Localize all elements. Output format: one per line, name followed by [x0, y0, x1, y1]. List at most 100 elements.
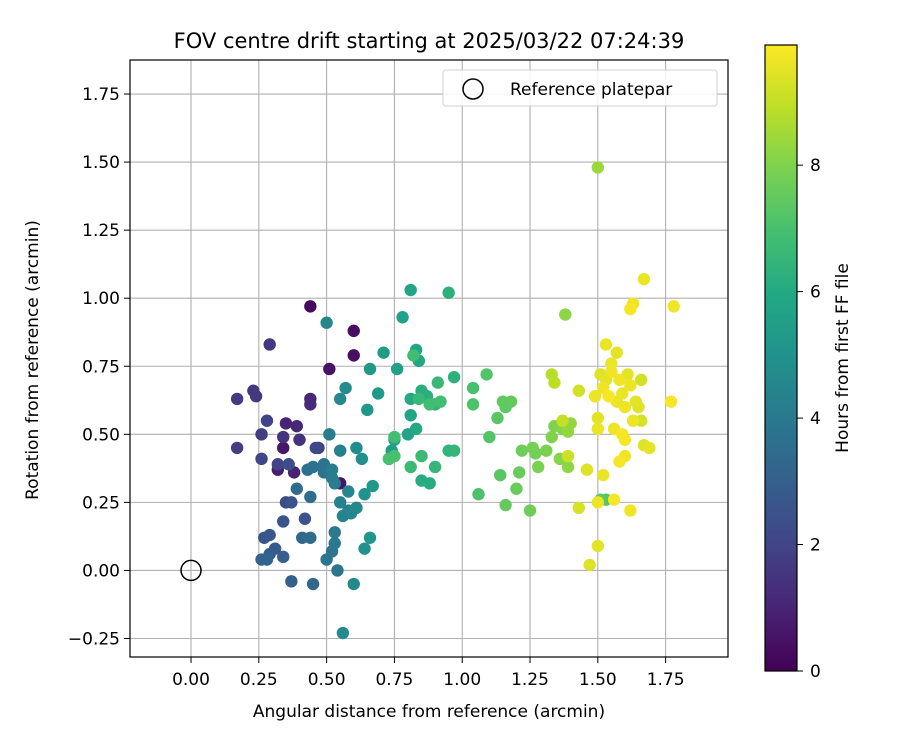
data-points — [230, 161, 680, 640]
data-point — [260, 553, 274, 566]
data-point — [529, 447, 542, 460]
data-point — [404, 460, 417, 474]
y-tick-label: 0.50 — [82, 425, 120, 445]
x-tick-label: 1.25 — [511, 670, 549, 690]
data-point — [423, 477, 436, 490]
data-point — [559, 308, 572, 321]
data-point — [323, 428, 336, 441]
data-point — [347, 577, 360, 591]
data-point — [333, 496, 347, 509]
x-tick-label: 1.75 — [647, 670, 685, 690]
data-point — [285, 496, 298, 509]
data-point — [556, 414, 569, 427]
data-point — [472, 488, 485, 501]
legend-box — [442, 69, 718, 107]
x-tick-label: 0.50 — [308, 670, 346, 690]
data-point — [363, 362, 377, 376]
data-point — [637, 272, 651, 286]
data-point — [618, 400, 632, 414]
x-tick-label: 1.00 — [443, 670, 481, 690]
data-point — [277, 550, 290, 564]
y-tick-label: 0.00 — [82, 561, 120, 581]
data-point — [355, 452, 369, 466]
data-point — [306, 460, 320, 474]
data-point — [447, 444, 461, 457]
colorbar-tick-label: 0 — [810, 662, 821, 682]
data-point — [447, 370, 461, 384]
data-point — [515, 444, 529, 457]
data-point — [304, 490, 317, 504]
data-point — [599, 338, 613, 351]
colorbar-ticks: 0 2 4 6 8 — [797, 156, 821, 682]
data-point — [290, 482, 303, 495]
colorbar-tick-label: 4 — [810, 409, 821, 429]
data-point — [548, 376, 561, 389]
data-point — [483, 430, 496, 444]
data-point — [323, 362, 336, 376]
data-point — [512, 466, 526, 479]
data-point — [263, 528, 276, 542]
data-point — [230, 441, 244, 455]
reference-platepar-marker — [180, 559, 202, 582]
data-point — [358, 488, 371, 501]
data-point — [624, 379, 637, 392]
data-point — [333, 392, 347, 406]
chart-title: FOV centre drift starting at 2025/03/22 … — [174, 29, 685, 53]
data-point — [580, 463, 594, 476]
data-point — [591, 496, 605, 509]
data-point — [591, 411, 605, 425]
data-point — [304, 531, 317, 544]
data-point — [331, 564, 344, 577]
plot-frame — [129, 59, 729, 658]
data-point — [510, 482, 523, 495]
data-point — [466, 398, 480, 411]
colorbar: 0 2 4 6 8 Hours from first FF file — [764, 44, 853, 682]
data-point — [366, 479, 379, 493]
data-point — [358, 542, 371, 555]
data-point — [271, 458, 285, 471]
data-point — [361, 403, 374, 417]
data-point — [545, 430, 558, 444]
data-point — [499, 498, 512, 512]
data-point — [363, 531, 377, 544]
x-axis-title: Angular distance from reference (arcmin) — [253, 702, 605, 722]
data-point — [583, 558, 596, 572]
data-point — [404, 409, 417, 422]
data-point — [667, 300, 680, 313]
data-point — [591, 161, 605, 174]
data-point — [306, 577, 320, 591]
data-point — [531, 460, 545, 474]
y-tick-label: 1.50 — [82, 153, 120, 173]
reference-marker-layer — [180, 559, 202, 582]
data-point — [249, 390, 263, 403]
y-axis-title: Rotation from reference (arcmin) — [23, 220, 43, 500]
legend-label: Reference platepar — [510, 80, 672, 100]
data-point — [561, 460, 575, 474]
data-point — [613, 373, 626, 387]
data-point — [613, 455, 626, 468]
x-tick-label: 1.50 — [579, 670, 617, 690]
data-point — [412, 392, 426, 406]
data-point — [255, 452, 268, 466]
data-point — [605, 365, 618, 378]
data-point — [304, 300, 317, 313]
data-point — [434, 395, 447, 408]
data-point — [597, 468, 610, 482]
legend: Reference platepar — [442, 69, 718, 107]
data-point — [282, 458, 295, 471]
colorbar-label: Hours from first FF file — [833, 263, 853, 453]
data-point — [347, 324, 360, 338]
data-point — [423, 398, 436, 411]
data-point — [618, 433, 632, 446]
data-point — [591, 539, 605, 553]
data-point — [591, 422, 605, 436]
data-point — [607, 493, 621, 506]
data-point — [396, 311, 409, 324]
data-point — [388, 449, 401, 463]
data-point — [616, 387, 629, 400]
y-tick-label: 0.75 — [82, 357, 120, 377]
data-point — [298, 512, 312, 525]
data-point — [328, 537, 341, 550]
data-point — [263, 338, 276, 351]
